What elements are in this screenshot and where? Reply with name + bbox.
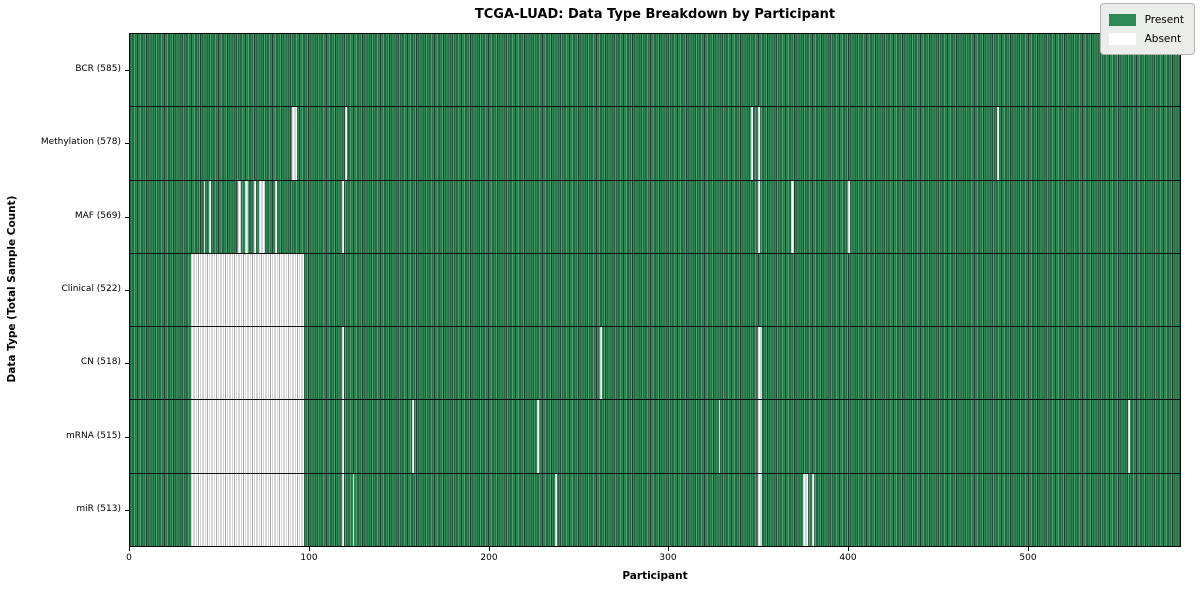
- x-tick-mark: [309, 547, 310, 551]
- absent-stripe: [758, 400, 762, 473]
- y-tick-label-maf: MAF (569): [74, 210, 121, 221]
- legend-item-present: Present: [1108, 10, 1184, 29]
- absent-stripe: [751, 107, 753, 180]
- absent-stripe: [996, 107, 999, 180]
- absent-stripe: [191, 253, 305, 327]
- absent-stripe: [291, 107, 297, 180]
- x-tick-mark: [848, 547, 849, 551]
- absent-stripe: [208, 180, 211, 253]
- absent-stripe: [600, 327, 603, 400]
- y-tick-mark: [125, 290, 129, 291]
- x-tick-label-200: 200: [480, 553, 498, 563]
- x-tick-label-0: 0: [126, 553, 132, 563]
- absent-stripe: [803, 473, 809, 546]
- legend: Present Absent: [1099, 3, 1195, 55]
- heatmap-row-maf: [130, 179, 1180, 253]
- absent-swatch-icon: [1108, 32, 1136, 45]
- heatmap-row-mrna: [130, 399, 1180, 473]
- absent-stripe: [555, 473, 558, 546]
- legend-label-present: Present: [1144, 13, 1184, 26]
- absent-stripe: [191, 473, 305, 546]
- y-tick-label-bcr: BCR (585): [75, 63, 121, 74]
- absent-stripe: [253, 180, 256, 253]
- heatmap-row-cn: [130, 326, 1180, 400]
- absent-stripe: [244, 180, 249, 253]
- x-tick-mark: [129, 547, 130, 551]
- absent-stripe: [203, 180, 206, 253]
- legend-item-absent: Absent: [1108, 29, 1184, 48]
- chart-title: TCGA-LUAD: Data Type Breakdown by Partic…: [474, 7, 836, 22]
- x-tick-label-400: 400: [839, 553, 857, 563]
- present-swatch-icon: [1108, 13, 1136, 26]
- absent-stripe: [341, 327, 344, 400]
- heatmap-row-methylation: [130, 106, 1180, 180]
- legend-label-absent: Absent: [1144, 32, 1182, 45]
- absent-stripe: [758, 473, 762, 546]
- y-tick-label-cn: CN (518): [80, 357, 121, 368]
- y-tick-label-mrna: mRNA (515): [66, 430, 121, 441]
- absent-stripe: [758, 107, 760, 180]
- absent-stripe: [812, 473, 814, 546]
- absent-stripe: [758, 327, 762, 400]
- absent-stripe: [191, 327, 305, 400]
- absent-stripe: [237, 180, 242, 253]
- x-tick-label-500: 500: [1019, 553, 1037, 563]
- x-tick-mark: [668, 547, 669, 551]
- y-tick-label-clinical: Clinical (522): [61, 284, 121, 294]
- y-tick-mark: [125, 437, 129, 438]
- y-tick-label-methylation: Methylation (578): [40, 137, 121, 148]
- heatmap-row-mir: [130, 472, 1180, 546]
- absent-stripe: [411, 400, 414, 473]
- absent-stripe: [537, 400, 540, 473]
- absent-stripe: [341, 473, 344, 546]
- y-tick-mark: [125, 143, 129, 144]
- absent-stripe: [847, 180, 850, 253]
- y-tick-mark: [125, 217, 129, 218]
- absent-stripe: [758, 180, 760, 253]
- heatmap-plot: [129, 33, 1181, 547]
- heatmap-row-bcr: [130, 34, 1180, 107]
- absent-stripe: [259, 180, 265, 253]
- absent-stripe: [790, 180, 795, 253]
- absent-stripe: [1127, 400, 1130, 473]
- absent-stripe: [191, 400, 305, 473]
- absent-stripe: [345, 107, 348, 180]
- x-tick-mark: [489, 547, 490, 551]
- y-tick-label-mir: miR (513): [76, 504, 121, 515]
- absent-stripe: [275, 180, 278, 253]
- x-tick-mark: [1028, 547, 1029, 551]
- x-axis-label: Participant: [622, 570, 688, 582]
- absent-stripe: [341, 180, 344, 253]
- y-tick-mark: [125, 70, 129, 71]
- absent-stripe: [341, 400, 344, 473]
- x-tick-label-100: 100: [300, 553, 318, 563]
- absent-stripe: [718, 400, 721, 473]
- x-tick-label-300: 300: [659, 553, 677, 563]
- absent-stripe: [352, 473, 355, 546]
- y-tick-mark: [125, 510, 129, 511]
- heatmap-row-clinical: [130, 252, 1180, 327]
- y-tick-mark: [125, 363, 129, 364]
